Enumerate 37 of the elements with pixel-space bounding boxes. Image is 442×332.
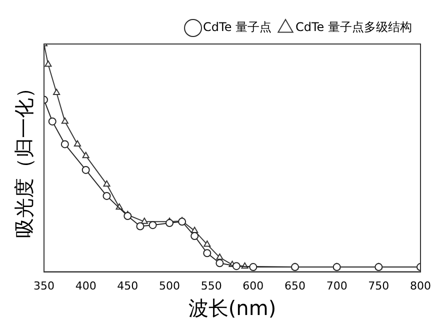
point <box>216 253 224 260</box>
point <box>136 222 144 230</box>
point <box>82 152 90 158</box>
x-tick-label: 450 <box>117 279 138 292</box>
point <box>103 180 110 187</box>
x-tick-label: 400 <box>75 279 96 292</box>
point <box>190 232 199 240</box>
point <box>166 219 174 228</box>
x-axis-title: 波长(nm) <box>188 296 276 320</box>
y-axis-title: 吸光度（归一化） <box>12 78 36 238</box>
x-tick-label: 500 <box>159 279 180 292</box>
legend-label: CdTe 量子点 <box>203 20 272 34</box>
point <box>204 240 211 247</box>
x-tick-label: 650 <box>284 279 306 292</box>
point <box>48 117 56 126</box>
point <box>216 259 224 268</box>
point <box>203 249 212 258</box>
point <box>148 221 157 230</box>
point <box>232 262 240 270</box>
point <box>140 218 148 224</box>
x-tick-label: 700 <box>326 279 348 292</box>
point <box>44 60 52 67</box>
point <box>124 212 132 220</box>
point <box>82 166 90 174</box>
point <box>178 218 186 226</box>
point <box>249 263 258 272</box>
x-tick-label: 800 <box>410 279 431 292</box>
x-tick-label: 600 <box>242 279 264 292</box>
x-tick-label: 350 <box>34 279 54 292</box>
point <box>61 117 68 124</box>
x-tick-label: 550 <box>200 279 222 292</box>
legend-label: CdTe 量子点多级结构 <box>296 20 412 34</box>
point <box>102 192 111 200</box>
point <box>53 88 60 95</box>
point <box>60 140 69 148</box>
point <box>74 140 81 146</box>
x-tick-label: 750 <box>368 279 390 292</box>
